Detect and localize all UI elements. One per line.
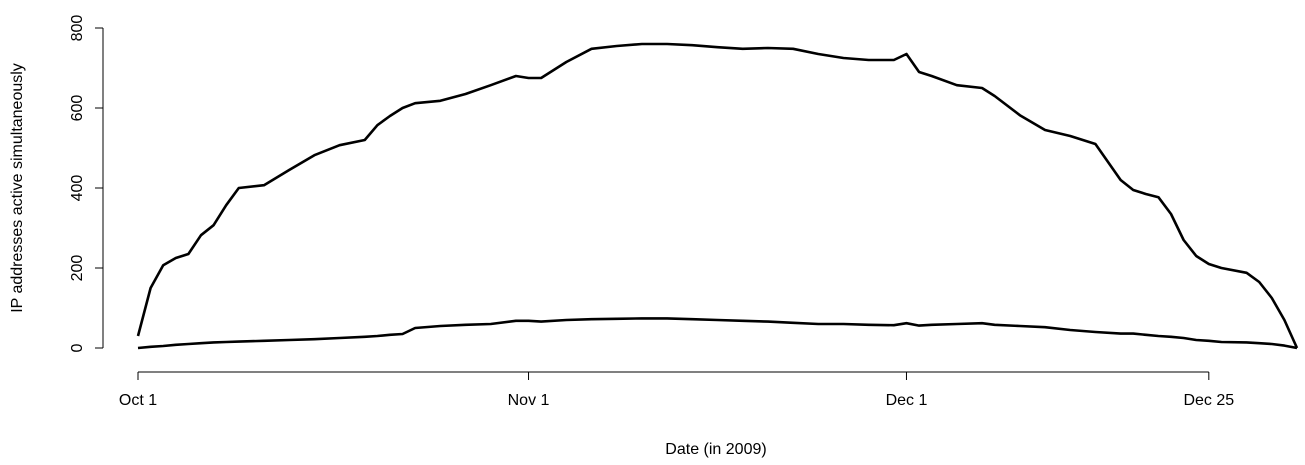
y-axis-label: IP addresses active simultaneously (9, 63, 26, 313)
x-tick-label: Oct 1 (119, 392, 157, 409)
x-tick-label: Nov 1 (508, 392, 550, 409)
x-tick-label: Dec 25 (1183, 392, 1234, 409)
x-tick-label: Dec 1 (886, 392, 928, 409)
line-series (137, 317, 1298, 350)
y-tick-label: 600 (69, 95, 86, 122)
line-series (136, 42, 1299, 349)
x-axis-label: Date (in 2009) (665, 441, 766, 458)
y-tick-label: 200 (69, 255, 86, 282)
y-tick-label: 800 (69, 15, 86, 42)
y-tick-label: 400 (69, 175, 86, 202)
y-tick-label: 0 (69, 343, 86, 352)
